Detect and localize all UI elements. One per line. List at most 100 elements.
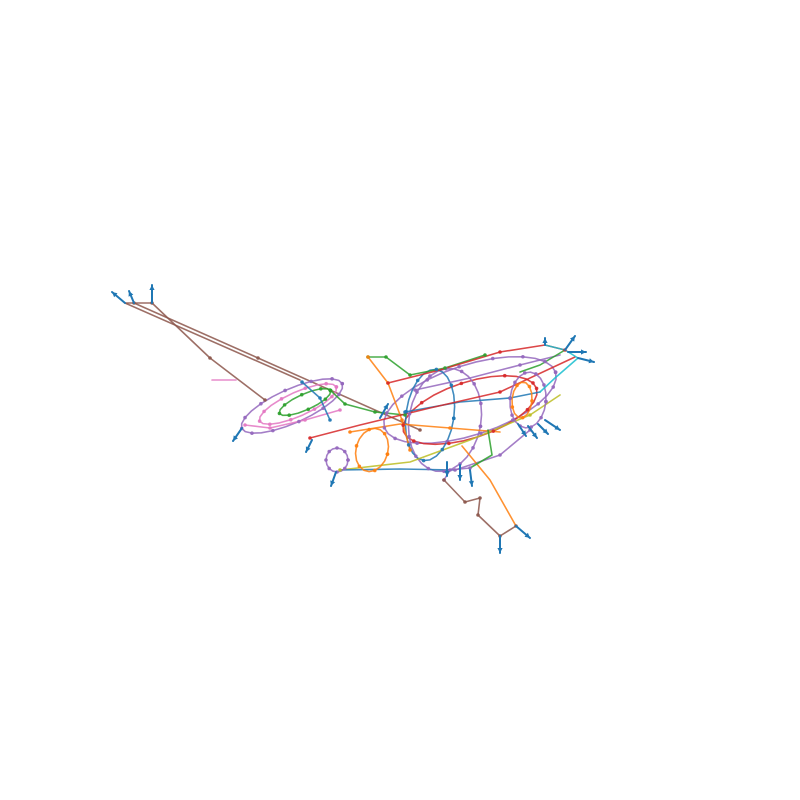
curve-node: [277, 411, 282, 416]
curve-node: [415, 378, 420, 383]
curve-node: [318, 386, 323, 391]
hull-lower-curve: [339, 394, 561, 471]
curve-node: [447, 441, 451, 446]
arrowhead-icon: [581, 349, 586, 355]
curve-node: [490, 356, 495, 361]
nose-curve: [519, 349, 566, 373]
curve-node: [321, 406, 325, 411]
node-layer: [132, 301, 567, 538]
curve-node: [510, 418, 515, 422]
curve-node: [287, 413, 292, 418]
curve-node: [428, 374, 432, 378]
curve-node: [527, 384, 532, 389]
curve-node: [411, 439, 416, 443]
curve-node: [407, 411, 412, 416]
strut-curve: [124, 302, 301, 381]
curve-node: [459, 369, 464, 374]
curve-node: [442, 478, 446, 482]
curve-node: [478, 424, 483, 429]
curve-node: [268, 426, 272, 430]
curve-node: [343, 402, 347, 406]
curve-node: [288, 417, 293, 422]
curve-node: [303, 418, 307, 422]
curve-node: [518, 363, 522, 367]
curve-node: [334, 385, 339, 389]
curve-node: [400, 418, 404, 422]
curve-node: [342, 466, 347, 471]
curve-node: [426, 466, 431, 471]
curve-node: [318, 396, 322, 400]
hull-spine: [309, 356, 576, 439]
arrowhead-icon: [457, 475, 463, 480]
curve-node: [463, 500, 467, 504]
hull-side-curve: [367, 356, 411, 451]
curve-node: [521, 354, 525, 359]
curve-node: [327, 449, 332, 454]
curve-node: [419, 400, 424, 405]
curve-node: [459, 381, 464, 386]
curve-node: [502, 373, 507, 378]
saucer-chord: [244, 409, 341, 429]
curve-node: [414, 454, 418, 458]
curve-node: [543, 359, 547, 364]
curve-node: [515, 383, 519, 388]
arrowhead-icon: [588, 358, 594, 364]
curve-node: [508, 396, 512, 401]
curve-node: [330, 394, 334, 399]
strut-curve: [151, 302, 266, 401]
curve-node: [403, 410, 407, 414]
curve-node: [528, 413, 532, 417]
curve-node: [471, 446, 475, 450]
curve-node: [259, 401, 263, 406]
saucer-ring: [240, 378, 344, 434]
curve-node: [328, 418, 332, 422]
arrowhead-icon: [305, 446, 311, 452]
curve-node: [434, 367, 439, 372]
curve-node: [312, 407, 317, 411]
fin-curve: [461, 445, 517, 527]
curve-node: [338, 408, 342, 412]
arrowhead-icon: [554, 425, 560, 430]
curve-node: [449, 383, 454, 387]
curve-node: [457, 364, 461, 369]
curve-node: [539, 415, 543, 420]
curve-node: [498, 390, 502, 394]
curve-node: [208, 356, 212, 360]
curve-node: [498, 350, 502, 354]
curve-node: [401, 423, 405, 427]
curve-node: [407, 434, 411, 439]
arrowhead-icon: [521, 430, 526, 436]
curve-node: [385, 452, 390, 456]
curve-node: [299, 392, 304, 397]
curve-node: [373, 410, 377, 414]
curve-node: [382, 426, 387, 430]
arrowhead-icon: [233, 435, 238, 441]
curve-node: [421, 458, 426, 463]
curve-node: [525, 407, 530, 412]
curve-node: [323, 397, 328, 401]
curve-node: [553, 370, 558, 374]
arrowhead-icon: [149, 285, 155, 290]
curve-node: [491, 429, 496, 433]
hull-ring: [402, 374, 538, 446]
curve-node: [551, 385, 556, 389]
curve-node: [400, 394, 404, 398]
curve-node: [479, 431, 483, 436]
curve-node: [271, 428, 275, 433]
arrowhead-icon: [531, 432, 537, 438]
curve-node: [256, 356, 260, 360]
curve-node: [357, 464, 362, 469]
curve-node: [300, 380, 304, 384]
curve-node: [443, 366, 447, 370]
curve-node: [498, 453, 502, 457]
curve-node: [384, 355, 388, 359]
curve-node: [534, 372, 538, 376]
curve-node: [354, 444, 359, 448]
curve-node: [468, 466, 472, 470]
strut-curve: [133, 302, 421, 431]
curve-node: [342, 449, 347, 454]
curve-node: [335, 446, 339, 450]
arrowhead-icon: [112, 292, 118, 298]
